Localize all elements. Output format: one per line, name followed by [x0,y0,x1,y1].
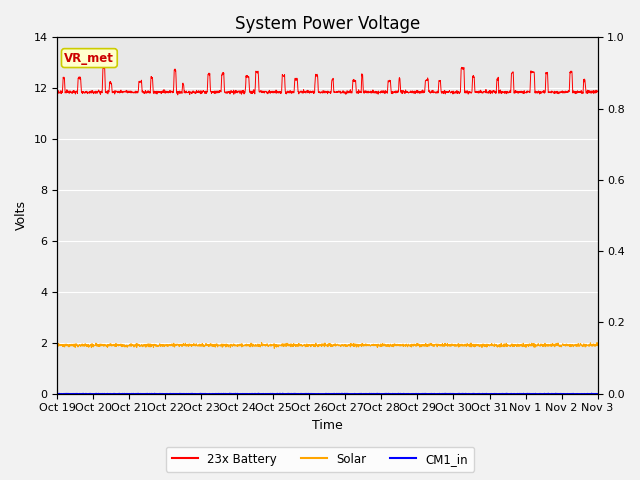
23x Battery [355,89,363,95]
Text: VR_met: VR_met [65,51,115,65]
Legend: 23x Battery, Solar, CM1_in: 23x Battery, Solar, CM1_in [166,447,474,472]
CM1_in [355,391,362,396]
23x Battery [547,89,554,95]
23x Battery [594,89,602,95]
Solar [271,346,278,351]
Solar [258,340,266,346]
23x Battery [174,92,182,98]
23x Battery [485,89,493,95]
23x Battery [561,88,569,94]
CM1_in [54,391,61,396]
Solar [594,343,602,348]
23x Battery [344,89,351,95]
CM1_in [343,391,351,396]
CM1_in [594,391,602,396]
Line: Solar: Solar [58,343,598,348]
CM1_in [561,391,568,396]
CM1_in [546,391,554,396]
Solar [355,342,363,348]
Solar [344,343,351,348]
CM1_in [484,391,492,396]
Solar [204,342,212,348]
CM1_in [588,390,596,396]
23x Battery [205,72,212,77]
Solar [485,342,493,348]
X-axis label: Time: Time [312,419,343,432]
Solar [561,342,569,348]
23x Battery [100,64,108,70]
Y-axis label: Volts: Volts [15,201,28,230]
23x Battery [54,89,61,95]
Line: 23x Battery: 23x Battery [58,67,598,95]
Solar [547,343,554,349]
CM1_in [204,391,212,396]
Solar [54,342,61,348]
Title: System Power Voltage: System Power Voltage [235,15,420,33]
